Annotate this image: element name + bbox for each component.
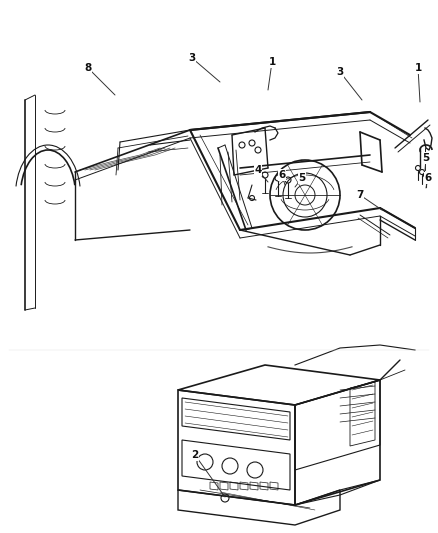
Text: 8: 8 (85, 63, 92, 73)
Text: 7: 7 (356, 190, 364, 200)
Text: 4: 4 (254, 165, 261, 175)
Text: 3: 3 (336, 67, 344, 77)
Text: 3: 3 (188, 53, 196, 63)
Text: 1: 1 (268, 57, 276, 67)
Text: 1: 1 (414, 63, 422, 73)
Text: 5: 5 (422, 153, 430, 163)
Text: 2: 2 (191, 450, 198, 460)
Text: 6: 6 (279, 170, 286, 180)
Text: 5: 5 (298, 173, 306, 183)
Text: 6: 6 (424, 173, 431, 183)
